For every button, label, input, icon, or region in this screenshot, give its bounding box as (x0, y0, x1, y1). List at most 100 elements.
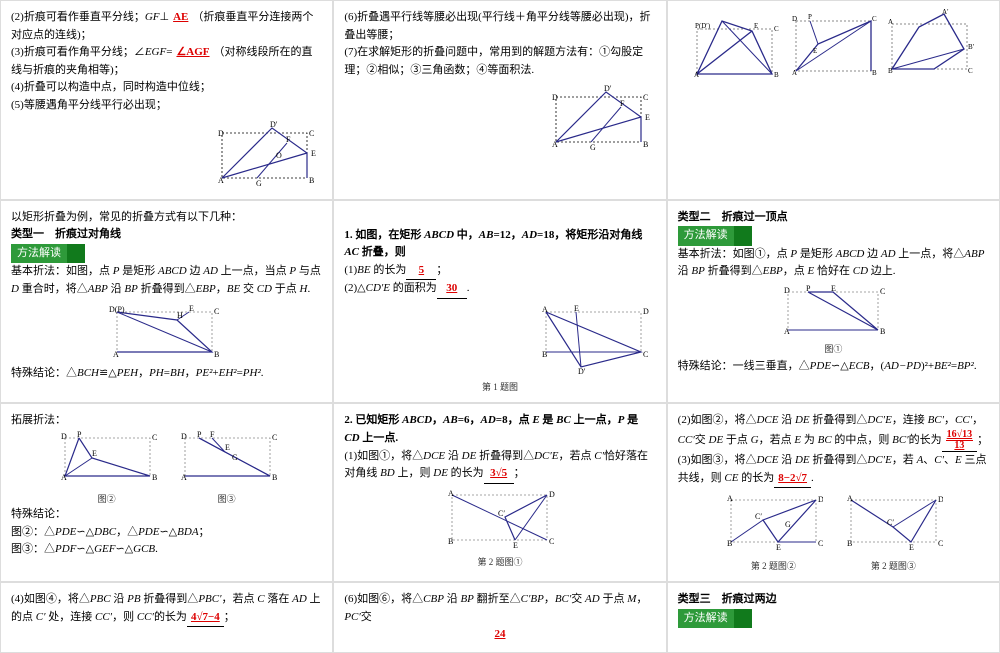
svg-text:E: E (189, 304, 194, 313)
cell-r4c3: 类型三 折痕过两边 方法解读 (667, 582, 1000, 653)
special: 特殊结论：一线三垂直，△PDE∽△ECB，(AD−PD)²+BE²=BP². (678, 358, 989, 376)
svg-text:P(D′): P(D′) (695, 22, 711, 30)
answer: 24 (490, 628, 509, 640)
intro: 以矩形折叠为例，常见的折叠方式有以下几种： (11, 209, 322, 227)
svg-text:A: A (542, 305, 548, 314)
sp3: 图③：△PDF∽△GEF∽△GCB. (11, 541, 322, 559)
line: (4)如图④，将△PBC 沿 PB 折叠得到△PBC′，若点 C 落在 AD 上… (11, 591, 322, 627)
sp2: 图②：△PDE∽△DBC，△PDE∽△BDA； (11, 524, 322, 542)
svg-text:C: C (774, 25, 779, 33)
caption: 图① (678, 342, 989, 356)
svg-text:G: G (256, 179, 262, 188)
diagram-r2c3: DPEC AB (778, 284, 888, 339)
caption: 第 2 题图① (344, 555, 655, 569)
svg-text:A′: A′ (942, 9, 949, 16)
svg-text:G: G (590, 143, 596, 152)
svg-text:A: A (218, 176, 224, 185)
line: (6)折叠遇平行线等腰必出现(平行线＋角平分线等腰必出现)，折叠出等腰； (344, 9, 655, 44)
diagram-fig2b: AD BC C′EG (723, 492, 823, 552)
svg-text:B: B (872, 69, 877, 77)
svg-text:C: C (643, 93, 648, 102)
thumb-1: P(D′)ECAB (692, 9, 782, 79)
svg-text:A: A (448, 489, 454, 498)
svg-text:D′: D′ (604, 84, 612, 93)
svg-text:F: F (286, 135, 291, 144)
svg-text:B: B (847, 539, 852, 548)
svg-text:E: E (909, 543, 914, 552)
svg-text:G: G (232, 453, 238, 462)
svg-text:E: E (311, 149, 316, 158)
diagram-r3c2: AD BC C′E (440, 487, 560, 552)
diagram-r2c1: D(P)EC HAB (107, 302, 227, 362)
cell-r1c1: (2)折痕可看作垂直平分线；GF⊥AE（折痕垂直平分连接两个对应点的连线)； (… (0, 0, 333, 200)
cell-r2c2: 1. 如图，在矩形 ABCD 中，AB=12，AD=18，将矩形沿对角线 AC … (333, 200, 666, 404)
svg-text:B: B (309, 176, 314, 185)
line: (6)如图⑥，将△CBP 沿 BP 翻折至△C′BP，BC′交 AD 于点 M，… (344, 591, 655, 626)
svg-text:D: D (643, 307, 649, 316)
svg-text:A: A (784, 327, 790, 336)
line: (7)在求解矩形的折叠问题中，常用到的解题方法有：①勾股定理；②相似；③三角函数… (344, 44, 655, 79)
diagram-r2c2: AD BC ED′ (536, 302, 656, 377)
svg-text:D: D (549, 490, 555, 499)
method-tag: 方法解读 (678, 226, 752, 246)
cell-r2c3: 类型二 折痕过一顶点 方法解读 基本折法：如图①，点 P 是矩形 ABCD 边 … (667, 200, 1000, 404)
svg-text:C: C (938, 539, 943, 548)
svg-text:C: C (872, 15, 877, 23)
svg-text:C′: C′ (755, 512, 762, 521)
svg-text:A: A (888, 18, 893, 26)
svg-text:P: P (197, 430, 202, 439)
diagram-r1c1: AB CD D′G EO F (212, 118, 322, 188)
sub2: (2)如图②，将△DCE 沿 DE 折叠得到△DC′E，连接 BC′，CC′，C… (678, 412, 989, 452)
cell-r1c3: P(D′)ECAB DCABPE AA′B′BC (667, 0, 1000, 200)
line: (5)等腰遇角平分线平行必出现； (11, 97, 322, 115)
line: (2)折痕可看作垂直平分线；GF⊥AE（折痕垂直平分连接两个对应点的连线)； (11, 9, 322, 44)
question: 2. 已知矩形 ABCD，AB=6，AD=8，点 E 是 BC 上一点，P 是 … (344, 412, 655, 447)
svg-text:D: D (784, 286, 790, 295)
svg-text:A: A (792, 69, 797, 77)
svg-text:A: A (113, 350, 119, 359)
svg-text:A: A (61, 473, 67, 482)
svg-text:C′: C′ (498, 509, 505, 518)
svg-text:B: B (643, 140, 648, 149)
cell-r3c1: 拓展折法： DPC EAB 图② DPFC EGAB 图③ 特殊结论： (0, 403, 333, 582)
cell-r3c2: 2. 已知矩形 ABCD，AB=6，AD=8，点 E 是 BC 上一点，P 是 … (333, 403, 666, 582)
svg-text:A: A (694, 71, 699, 79)
diagram-fig3: DPFC EGAB (177, 430, 277, 485)
svg-text:D: D (552, 93, 558, 102)
svg-text:E: E (92, 449, 97, 458)
caption: 第 2 题图② (723, 559, 823, 573)
thumbnail-row: P(D′)ECAB DCABPE AA′B′BC (678, 9, 989, 79)
svg-text:P: P (808, 13, 812, 21)
svg-text:B: B (152, 473, 157, 482)
svg-text:D′: D′ (578, 367, 586, 376)
method-tag: 方法解读 (11, 244, 85, 264)
sub1: (1)BE 的长为5； (344, 262, 655, 281)
sub3: (3)如图③，将△DCE 沿 DE 折叠得到△DC′E，若 A、C′、E 三点共… (678, 452, 989, 488)
svg-text:C: C (214, 307, 219, 316)
svg-text:O: O (276, 151, 282, 160)
svg-text:C′: C′ (887, 518, 894, 527)
thumb-2: DCABPE (788, 9, 878, 79)
svg-text:C: C (272, 433, 277, 442)
svg-text:D: D (818, 495, 823, 504)
svg-text:C: C (880, 287, 885, 296)
diagram-fig3b: AD BC C′E (843, 492, 943, 552)
svg-text:B: B (888, 67, 893, 75)
sub1: (1)如图①，将△DCE 沿 DE 折叠得到△DC′E，若点 C′恰好落在对角线… (344, 448, 655, 484)
svg-text:B: B (727, 539, 732, 548)
svg-text:P: P (806, 284, 811, 293)
svg-text:E: E (513, 541, 518, 550)
heading: 拓展折法： (11, 412, 322, 430)
thumb-3: AA′B′BC (884, 9, 974, 79)
svg-text:D′: D′ (270, 120, 278, 129)
svg-text:E: E (225, 443, 230, 452)
cell-r2c1: 以矩形折叠为例，常见的折叠方式有以下几种： 类型一 折痕过对角线 方法解读 基本… (0, 200, 333, 404)
svg-text:C: C (309, 129, 314, 138)
svg-text:B: B (542, 350, 547, 359)
diagram-fig2: DPC EAB (57, 430, 157, 485)
svg-text:C: C (818, 539, 823, 548)
type-title: 类型二 折痕过一顶点 (678, 209, 989, 227)
svg-text:B: B (214, 350, 219, 359)
svg-text:D: D (792, 15, 797, 23)
sub2: (2)△CD′E 的面积为30. (344, 280, 655, 299)
